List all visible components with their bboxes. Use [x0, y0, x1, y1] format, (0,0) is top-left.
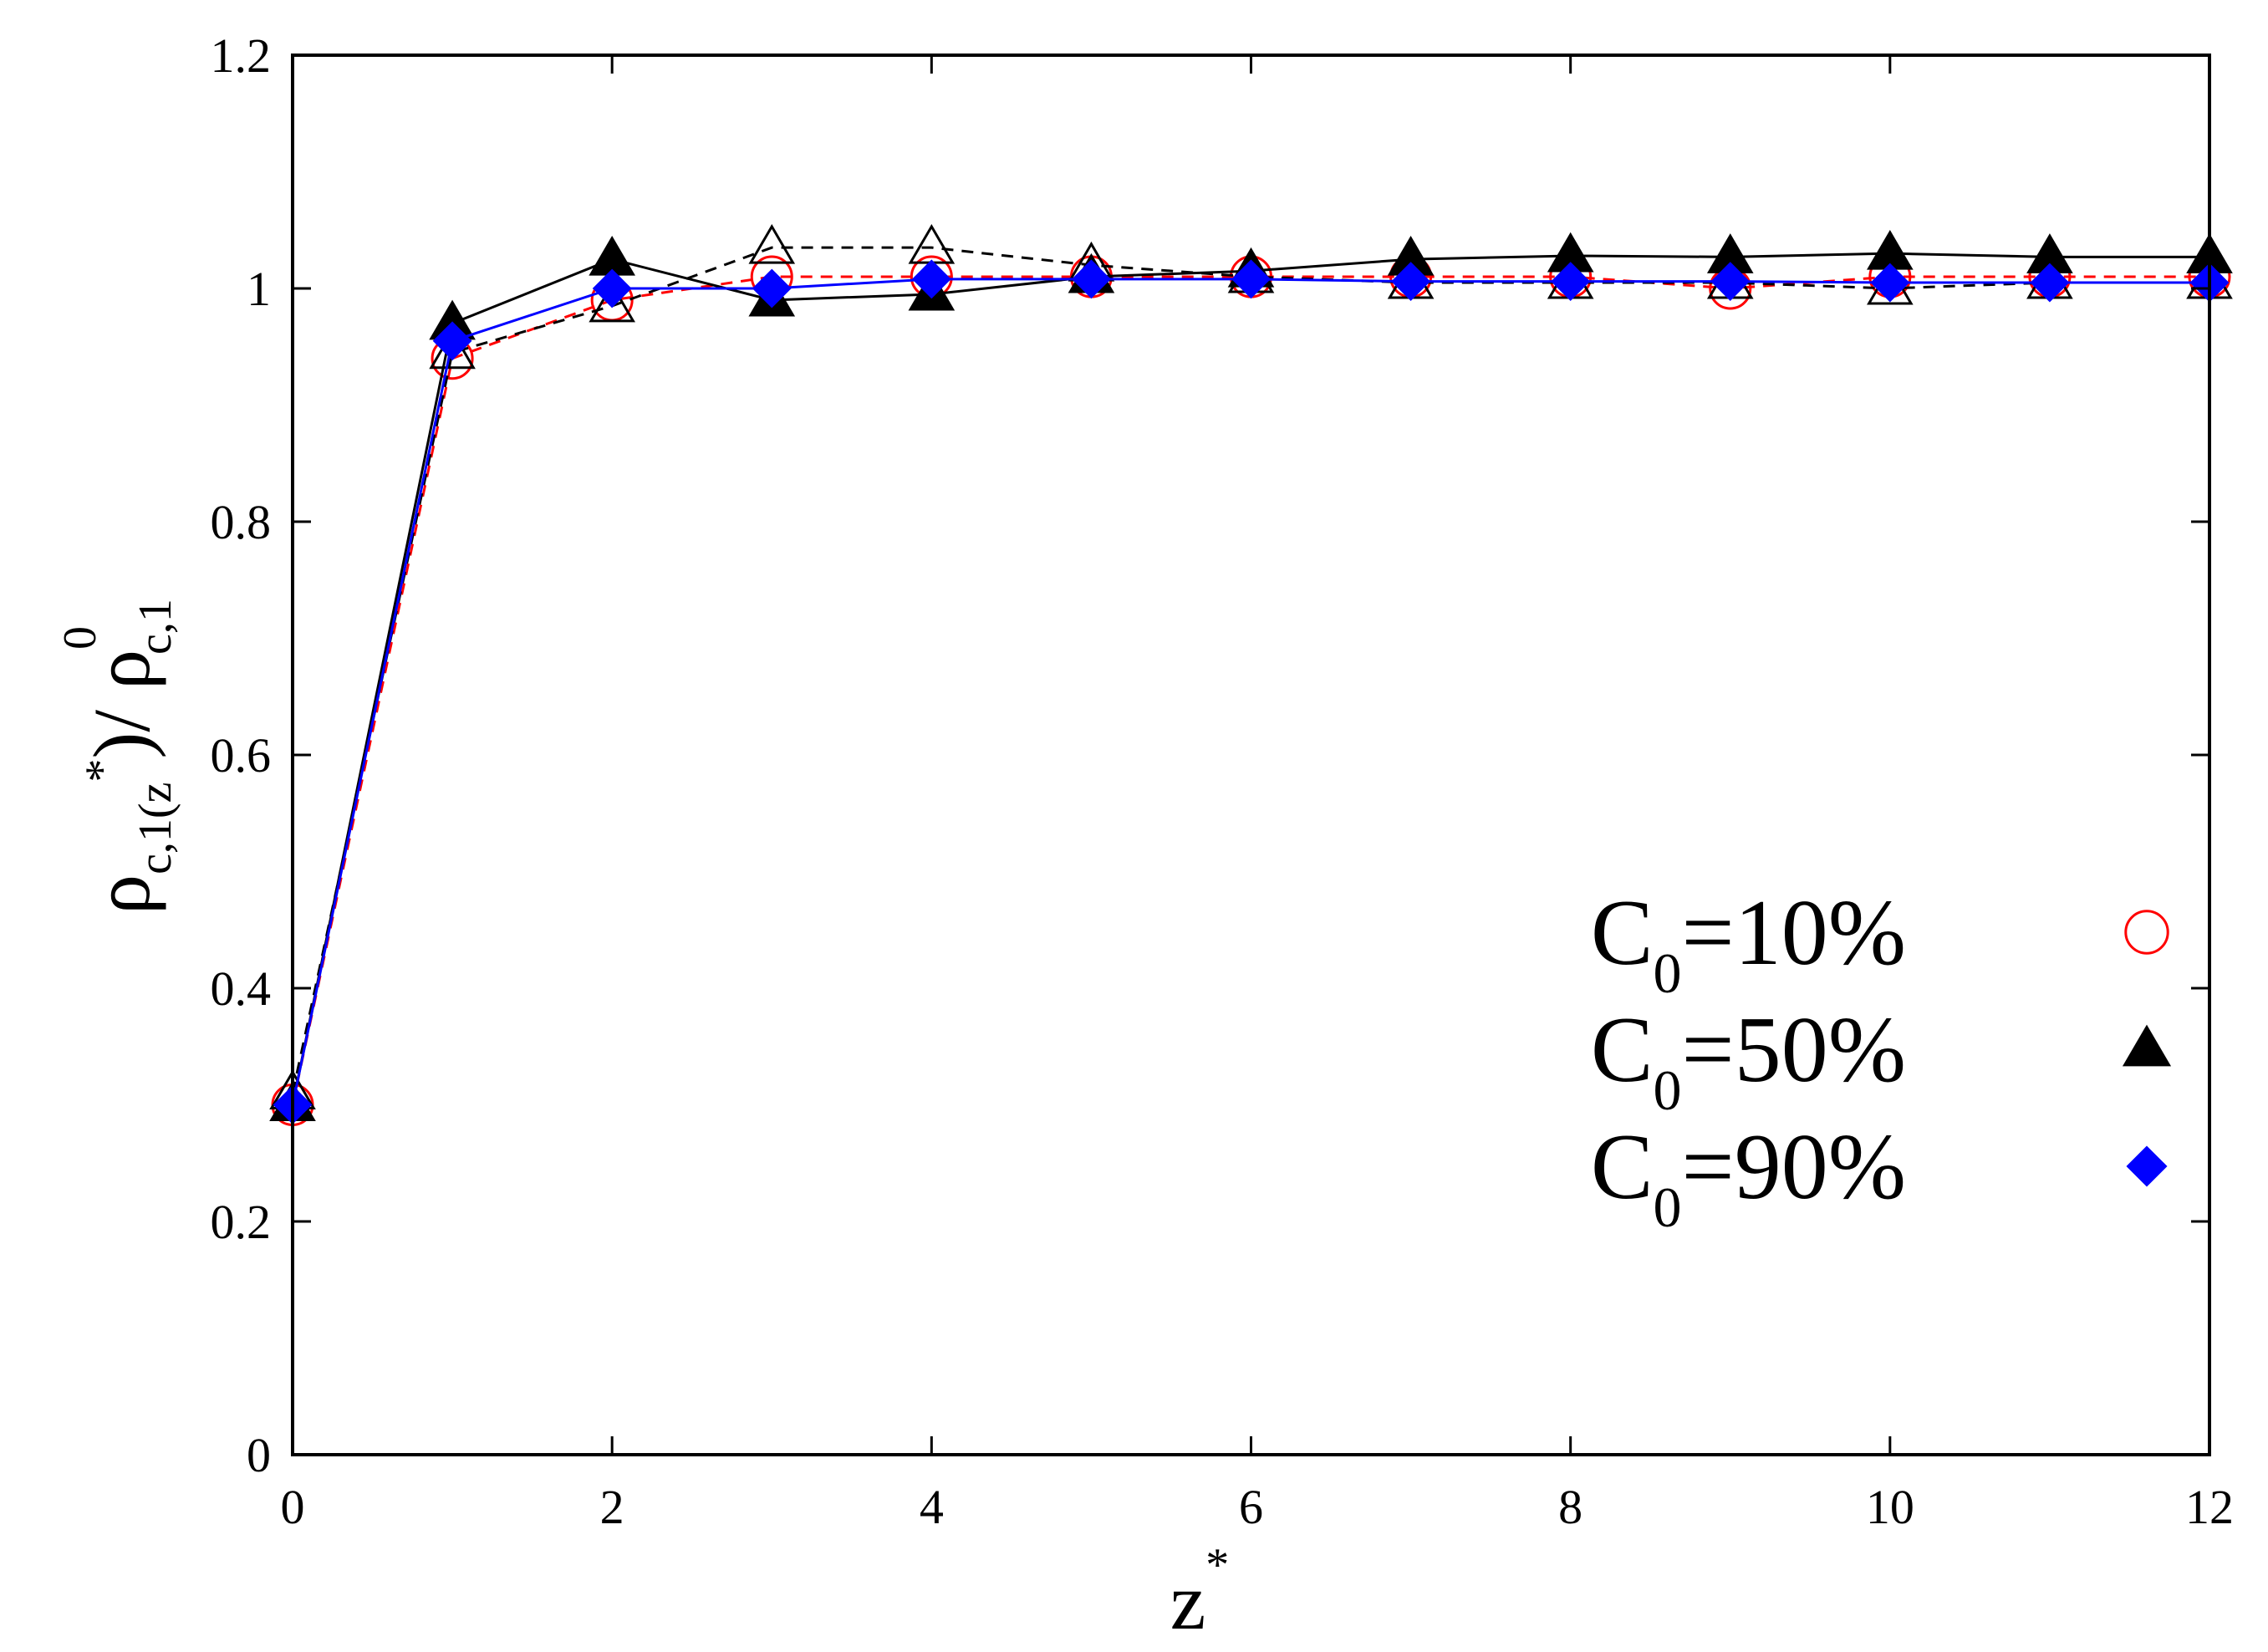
data-point [1551, 262, 1591, 302]
y-tick-label: 1 [247, 262, 271, 316]
y-tick-label: 0.6 [211, 728, 272, 783]
legend-marker [2126, 1145, 2168, 1187]
data-point [592, 268, 632, 308]
data-point [432, 321, 472, 361]
axis-titles: z* ρc,1(z*)/ ρ0 c,1 [54, 599, 1229, 1646]
series-line [291, 275, 2209, 1105]
y-axis-title: ρc,1(z*)/ ρ0 c,1 [54, 599, 181, 915]
series-line [291, 278, 2209, 1105]
y-tick-label: 0 [247, 1428, 271, 1482]
legend-item: C0=90% [1591, 1115, 2168, 1239]
legend: C0=10%C0=50%C0=90% [1591, 881, 2172, 1239]
y-tick-label: 0.2 [211, 1195, 272, 1249]
series-line [291, 246, 2209, 1094]
legend-marker [2122, 1024, 2172, 1067]
y-tick-label: 1.2 [211, 28, 272, 83]
series-line [291, 252, 2209, 1105]
legend-item: C0=50% [1591, 998, 2172, 1122]
data-point [752, 268, 792, 308]
y-tick-label: 0.8 [211, 495, 272, 549]
axes-layer: 0 2 4 6 8 10 12 0 0.2 0.4 0.6 0.8 1 1.2 [211, 28, 2235, 1534]
data-point [1391, 262, 1430, 302]
series-0 [271, 255, 2231, 1126]
data-point [1870, 263, 1910, 303]
x-tick-label: 6 [1239, 1480, 1263, 1534]
data-point [1072, 259, 1111, 299]
x-tick-label: 12 [2185, 1480, 2234, 1534]
x-tick-label: 0 [281, 1480, 305, 1534]
legend-marker [2124, 910, 2169, 955]
x-tick-label: 2 [600, 1480, 624, 1534]
series-3 [273, 259, 2230, 1124]
data-point [589, 282, 635, 323]
series-2 [269, 223, 2233, 1110]
legend-label: C0=50% [1591, 998, 1906, 1122]
legend-item: C0=10% [1591, 881, 2169, 1005]
x-axis-title: z* [1170, 1539, 1230, 1646]
y-tick-label: 0.4 [211, 961, 272, 1016]
data-point [748, 223, 796, 264]
series-1 [269, 229, 2233, 1121]
data-point [911, 259, 951, 299]
x-tick-label: 8 [1558, 1480, 1583, 1534]
legend-label: C0=90% [1591, 1115, 1906, 1239]
legend-label: C0=10% [1591, 881, 1906, 1005]
x-tick-label: 4 [920, 1480, 944, 1534]
data-point [2030, 263, 2070, 303]
data-point [1710, 262, 1751, 302]
data-point [1231, 259, 1271, 299]
x-tick-label: 10 [1866, 1480, 1914, 1534]
series-layer [269, 223, 2233, 1126]
